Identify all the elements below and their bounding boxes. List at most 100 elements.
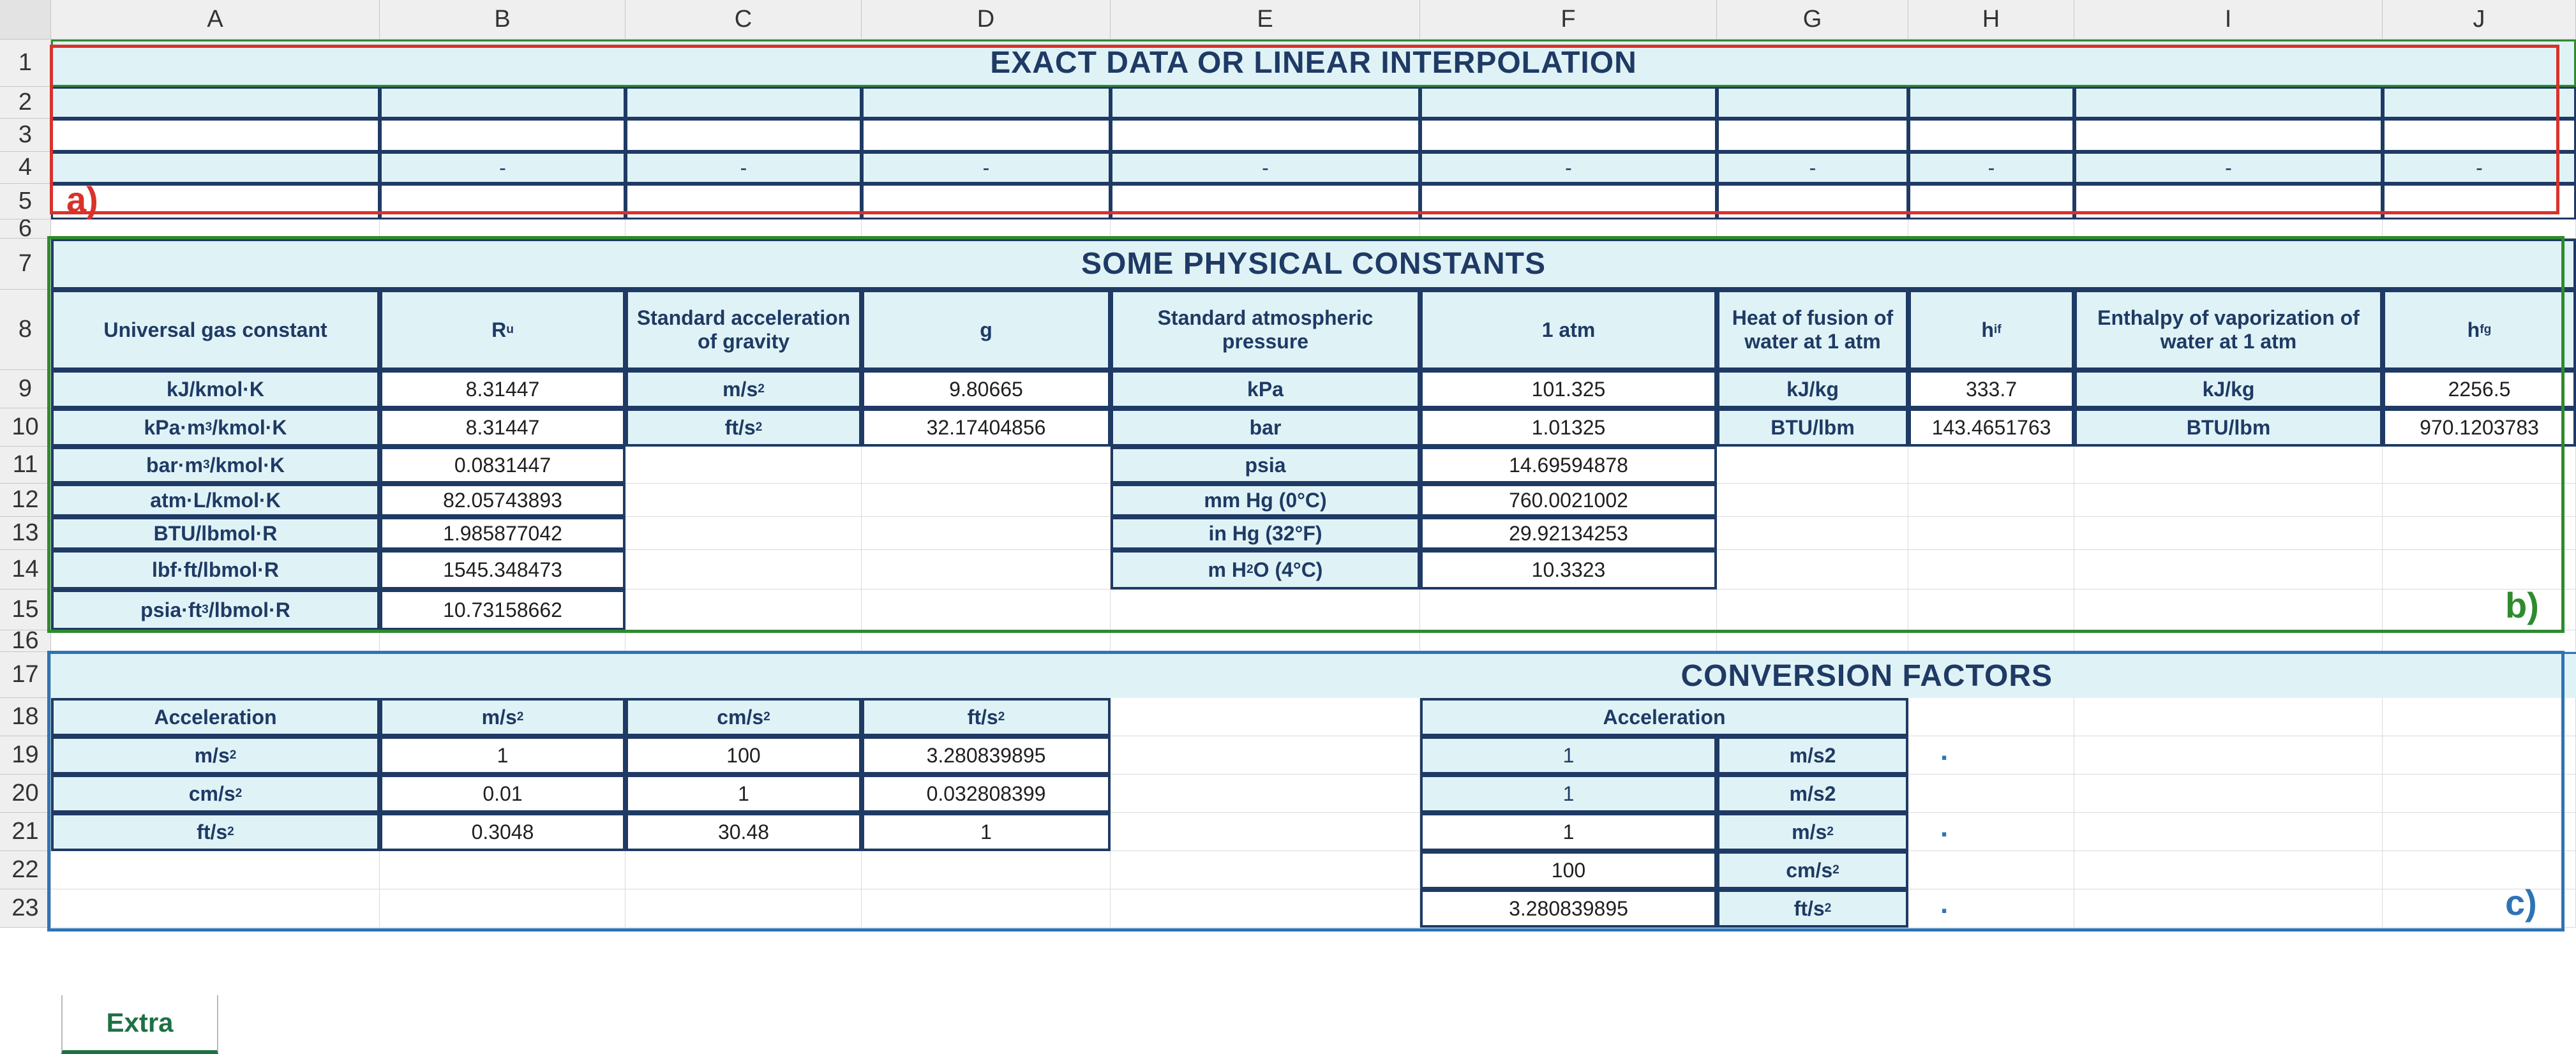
grid-cell[interactable] <box>1717 590 1908 630</box>
interpolation-cell[interactable]: - <box>1111 152 1420 184</box>
column-header-b[interactable]: B <box>380 0 625 40</box>
interpolation-cell[interactable] <box>51 119 380 152</box>
converter-unit[interactable]: ft/s 2 <box>1717 889 1908 928</box>
grid-cell[interactable] <box>862 889 1111 928</box>
gas-constant-unit[interactable]: kJ/kmol·K <box>51 370 380 408</box>
heat-of-fusion-unit[interactable]: kJ/kg <box>1717 370 1908 408</box>
grid-cell[interactable] <box>1111 698 1420 736</box>
row-header-13[interactable]: 13 <box>0 517 51 550</box>
row-header-1[interactable]: 1 <box>0 40 51 87</box>
row-header-5[interactable]: 5 <box>0 184 51 219</box>
grid-cell[interactable] <box>2383 775 2576 813</box>
gravity-header-symbol[interactable]: g <box>862 290 1111 370</box>
grid-cell[interactable] <box>625 517 862 550</box>
grid-cell[interactable] <box>2383 630 2576 652</box>
interpolation-cell[interactable] <box>51 87 380 119</box>
row-header-16[interactable]: 16 <box>0 630 51 652</box>
grid-cell[interactable] <box>625 590 862 630</box>
grid-cell[interactable] <box>2383 889 2576 928</box>
grid-cell[interactable] <box>2074 590 2383 630</box>
grid-cell[interactable] <box>1908 736 2074 775</box>
atm-pressure-value[interactable]: 760.0021002 <box>1420 484 1717 517</box>
grid-cell[interactable] <box>1908 484 2074 517</box>
grid-cell[interactable] <box>2074 550 2383 590</box>
grid-cell[interactable] <box>2383 517 2576 550</box>
grid-cell[interactable] <box>862 219 1111 239</box>
enthalpy-vaporization-header-label[interactable]: Enthalpy of vaporization of water at 1 a… <box>2074 290 2383 370</box>
atm-pressure-unit[interactable]: psia <box>1111 447 1420 484</box>
enthalpy-vaporization-header-symbol[interactable]: h fg <box>2383 290 2576 370</box>
conversion-table-value[interactable]: 0.032808399 <box>862 775 1111 813</box>
row-header-8[interactable]: 8 <box>0 290 51 370</box>
grid-cell[interactable] <box>1717 219 1908 239</box>
gas-constant-value[interactable]: 1.985877042 <box>380 517 625 550</box>
grid-cell[interactable] <box>380 889 625 928</box>
grid-cell[interactable] <box>2074 219 2383 239</box>
grid-cell[interactable] <box>2383 550 2576 590</box>
conversion-table-value[interactable]: 1 <box>862 813 1111 851</box>
gas-constant-value[interactable]: 10.73158662 <box>380 590 625 630</box>
grid-cell[interactable] <box>2383 851 2576 889</box>
atm-pressure-value[interactable]: 14.69594878 <box>1420 447 1717 484</box>
row-header-10[interactable]: 10 <box>0 408 51 447</box>
grid-cell[interactable] <box>1908 447 2074 484</box>
row-header-21[interactable]: 21 <box>0 813 51 851</box>
grid-cell[interactable] <box>2074 889 2383 928</box>
grid-cell[interactable] <box>1908 851 2074 889</box>
grid-cell[interactable] <box>625 447 862 484</box>
section-a-title[interactable]: EXACT DATA OR LINEAR INTERPOLATION <box>51 40 2576 87</box>
grid-cell[interactable] <box>380 219 625 239</box>
grid-cell[interactable] <box>2074 775 2383 813</box>
row-header-23[interactable]: 23 <box>0 889 51 928</box>
atm-pressure-unit[interactable]: bar <box>1111 408 1420 447</box>
interpolation-cell[interactable]: - <box>625 152 862 184</box>
row-header-18[interactable]: 18 <box>0 698 51 736</box>
heat-of-fusion-header-symbol[interactable]: h if <box>1908 290 2074 370</box>
grid-cell[interactable] <box>2074 447 2383 484</box>
converter-result[interactable]: 3.280839895 <box>1420 889 1717 928</box>
grid-cell[interactable] <box>2074 484 2383 517</box>
interpolation-cell[interactable] <box>1420 119 1717 152</box>
grid-cell[interactable] <box>1111 736 1420 775</box>
converter-input[interactable]: 1 <box>1420 775 1717 813</box>
gas-constant-unit[interactable]: kPa·m 3/kmol·K <box>51 408 380 447</box>
conversion-table-value[interactable]: 1 <box>380 736 625 775</box>
column-header-d[interactable]: D <box>862 0 1111 40</box>
conversion-table-value[interactable]: 3.280839895 <box>862 736 1111 775</box>
conversion-table-value[interactable]: 100 <box>625 736 862 775</box>
gravity-unit[interactable]: ft/s 2 <box>625 408 862 447</box>
atm-pressure-header-symbol[interactable]: 1 atm <box>1420 290 1717 370</box>
grid-cell[interactable] <box>1908 698 2074 736</box>
gravity-value[interactable]: 9.80665 <box>862 370 1111 408</box>
grid-cell[interactable] <box>1111 219 1420 239</box>
interpolation-cell[interactable] <box>2383 184 2576 219</box>
grid-cell[interactable] <box>1420 590 1717 630</box>
interpolation-cell[interactable] <box>380 119 625 152</box>
row-header-2[interactable]: 2 <box>0 87 51 119</box>
grid-cell[interactable] <box>1111 889 1420 928</box>
grid-cell[interactable] <box>862 851 1111 889</box>
grid-cell[interactable] <box>2074 698 2383 736</box>
enthalpy-vaporization-unit[interactable]: kJ/kg <box>2074 370 2383 408</box>
grid-cell[interactable] <box>1420 219 1717 239</box>
interpolation-cell[interactable] <box>1717 119 1908 152</box>
grid-cell[interactable] <box>1908 630 2074 652</box>
grid-cell[interactable] <box>2074 517 2383 550</box>
gas-constant-header-label[interactable]: Universal gas constant <box>51 290 380 370</box>
column-header-j[interactable]: J <box>2383 0 2576 40</box>
grid-cell[interactable] <box>51 851 380 889</box>
conversion-table-col-header[interactable]: ft/s 2 <box>862 698 1111 736</box>
atm-pressure-unit[interactable]: in Hg (32°F) <box>1111 517 1420 550</box>
atm-pressure-unit[interactable]: mm Hg (0°C) <box>1111 484 1420 517</box>
grid-cell[interactable] <box>1717 630 1908 652</box>
conversion-table-value[interactable]: 30.48 <box>625 813 862 851</box>
grid-cell[interactable] <box>2383 447 2576 484</box>
conversion-table-col-header[interactable]: m/s 2 <box>380 698 625 736</box>
gravity-unit[interactable]: m/s 2 <box>625 370 862 408</box>
interpolation-cell[interactable] <box>1908 87 2074 119</box>
interpolation-cell[interactable]: - <box>2074 152 2383 184</box>
grid-cell[interactable] <box>1111 775 1420 813</box>
gas-constant-unit[interactable]: psia·ft 3/lbmol·R <box>51 590 380 630</box>
grid-cell[interactable] <box>51 219 380 239</box>
